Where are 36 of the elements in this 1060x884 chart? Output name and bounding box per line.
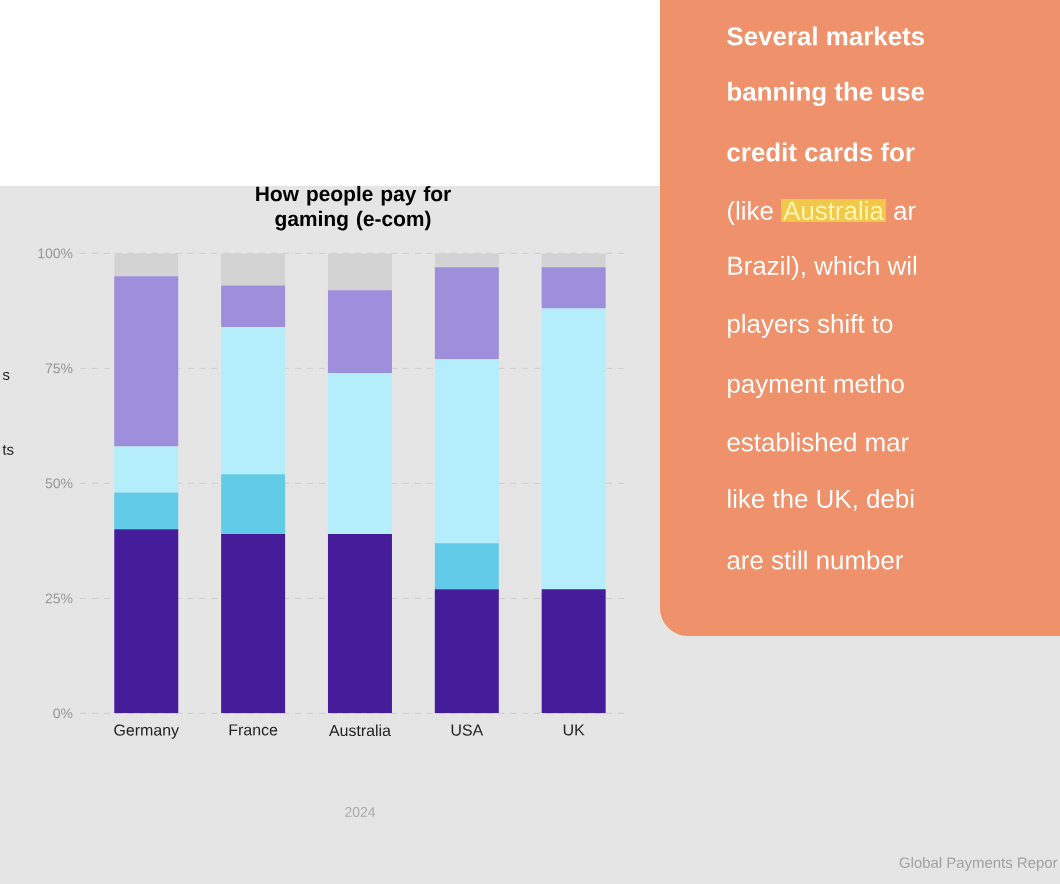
text: (like bbox=[728, 200, 773, 226]
bar bbox=[541, 267, 606, 309]
bar bbox=[221, 474, 286, 534]
bar bbox=[114, 276, 179, 447]
text: Several markets bbox=[727, 26, 925, 46]
bar bbox=[541, 589, 606, 714]
text: established mar bbox=[727, 432, 909, 452]
bar bbox=[114, 492, 179, 530]
bar bbox=[541, 253, 606, 268]
bar bbox=[541, 308, 606, 590]
text: Brazil), which wil bbox=[728, 255, 917, 281]
text: like the UK, debi bbox=[728, 488, 914, 512]
bar bbox=[327, 290, 392, 373]
bar bbox=[327, 253, 392, 291]
bar bbox=[434, 543, 499, 590]
text: payment metho bbox=[728, 373, 904, 399]
bar bbox=[434, 359, 499, 544]
bar bbox=[327, 372, 392, 534]
bar bbox=[434, 267, 499, 360]
bar bbox=[221, 326, 286, 475]
bar bbox=[221, 285, 286, 327]
chart-title: How people pay for gaming (e-com) bbox=[256, 185, 451, 231]
text: ar bbox=[894, 205, 916, 220]
bar bbox=[114, 253, 179, 277]
text: are still number bbox=[727, 550, 903, 570]
bar bbox=[221, 533, 286, 714]
text: Australia bbox=[783, 200, 884, 220]
bar bbox=[221, 253, 286, 286]
text: banning the use bbox=[728, 81, 925, 107]
bar bbox=[327, 533, 392, 714]
bar bbox=[434, 589, 499, 714]
bar bbox=[434, 253, 499, 268]
bar bbox=[114, 529, 179, 714]
bar bbox=[114, 446, 179, 493]
text: players shift to bbox=[728, 313, 893, 339]
text: credit cards for bbox=[727, 142, 915, 162]
